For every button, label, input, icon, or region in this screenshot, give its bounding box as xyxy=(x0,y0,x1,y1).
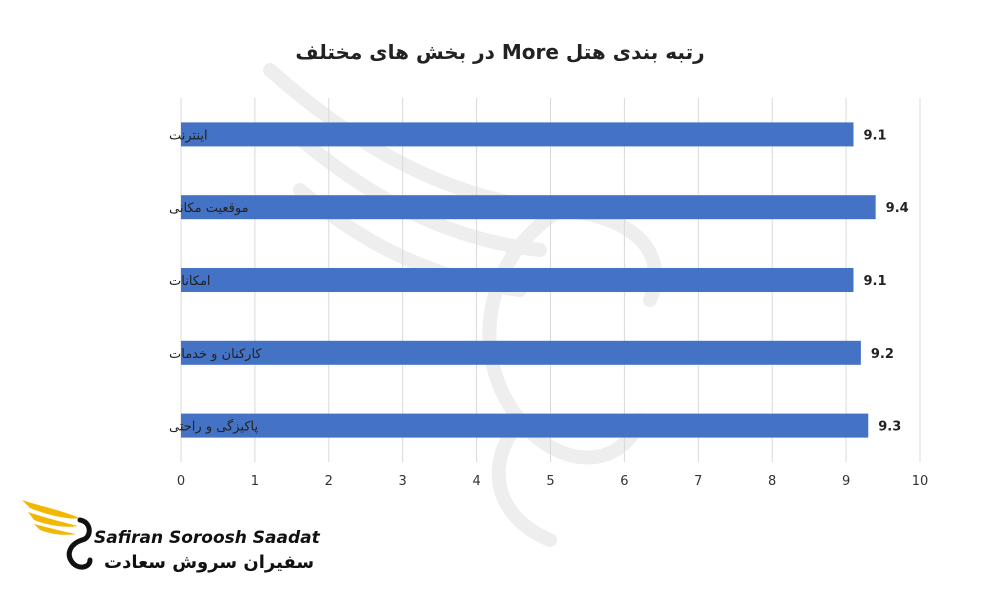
data-label: 9.1 xyxy=(863,128,886,143)
data-label: 9.1 xyxy=(863,274,886,289)
x-tick-label: 5 xyxy=(546,474,554,489)
x-tick-label: 2 xyxy=(325,474,333,489)
labels: 0 1 2 3 4 5 6 7 8 9 10 اینترنت 9.1 موقعیت مکانی 9.4 امک… xyxy=(169,128,928,489)
logo-wing-stroke xyxy=(34,524,76,535)
x-tick-label: 10 xyxy=(912,474,929,489)
x-tick-label: 3 xyxy=(399,474,407,489)
logo-name-fa: سفیران سروش سعادت xyxy=(104,552,315,573)
bar xyxy=(181,122,854,147)
data-label: 9.4 xyxy=(886,201,909,216)
bar xyxy=(181,340,861,365)
logo-wing-stroke xyxy=(22,500,80,519)
logo-wing-icon xyxy=(22,500,93,570)
x-tick-label: 7 xyxy=(694,474,702,489)
logo-wing-stroke xyxy=(28,512,78,527)
company-logo: Safiran Soroosh Saadat سفیران سروش سعادت xyxy=(20,492,320,582)
bar xyxy=(181,413,869,438)
logo-swan-stroke xyxy=(66,517,93,570)
x-tick-label: 4 xyxy=(472,474,480,489)
x-tick-label: 8 xyxy=(768,474,776,489)
category-label: کارکنان و خدمات xyxy=(169,347,262,362)
bars xyxy=(181,122,876,438)
x-tick-label: 6 xyxy=(620,474,628,489)
bar xyxy=(181,195,876,220)
category-label: موقعیت مکانی xyxy=(169,201,249,216)
category-label: اینترنت xyxy=(169,128,208,143)
logo-name-en: Safiran Soroosh Saadat xyxy=(94,528,320,548)
chart-title: رتبه بندی هتل More در بخش های مختلف xyxy=(295,40,705,64)
x-tick-label: 0 xyxy=(177,474,185,489)
x-tick-label: 1 xyxy=(251,474,259,489)
data-label: 9.2 xyxy=(871,347,894,362)
x-tick-label: 9 xyxy=(842,474,850,489)
bar xyxy=(181,268,854,292)
data-label: 9.3 xyxy=(878,420,901,435)
category-label: پاکیزگی و راحتی xyxy=(169,419,258,435)
category-label: امکانات xyxy=(169,274,211,289)
